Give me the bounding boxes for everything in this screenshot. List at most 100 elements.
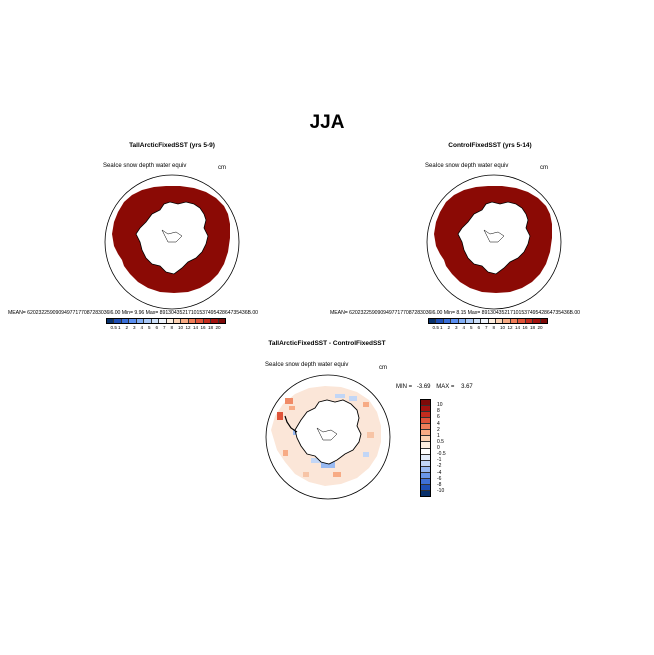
colorbar-swatch bbox=[421, 436, 430, 443]
colorbar-tick-label: 14 bbox=[193, 325, 199, 330]
colorbar-tick-label: -6 bbox=[437, 475, 442, 482]
colorbar-swatch bbox=[533, 319, 541, 323]
colorbar-swatch bbox=[443, 319, 452, 323]
colorbar-tick-label: 2 bbox=[437, 426, 440, 433]
left-antarctica-coastline bbox=[135, 201, 209, 275]
colorbar-tick-label: -1 bbox=[437, 457, 442, 464]
colorbar-tick-label: 16 bbox=[200, 325, 206, 330]
colorbar-tick-label: 20 bbox=[537, 325, 543, 330]
left-stats-line: MEAN= 62023225909094977177087283036l6.00… bbox=[8, 310, 259, 316]
colorbar-tick-label: 0 bbox=[437, 445, 440, 451]
colorbar-swatch bbox=[421, 454, 430, 461]
right-colorbar bbox=[428, 318, 548, 324]
colorbar-tick-label: 10 bbox=[500, 325, 506, 330]
diff-max-value: 3.67 bbox=[461, 384, 473, 390]
colorbar-swatch bbox=[421, 430, 430, 437]
colorbar-tick-label: 10 bbox=[437, 402, 443, 409]
colorbar-tick-label: 20 bbox=[215, 325, 221, 330]
colorbar-swatch bbox=[458, 319, 467, 323]
colorbar-swatch bbox=[421, 472, 430, 479]
colorbar-tick-label: 3 bbox=[455, 325, 458, 330]
colorbar-tick-label: 0.5 bbox=[432, 325, 439, 330]
colorbar-swatch bbox=[518, 319, 526, 323]
colorbar-swatch bbox=[421, 448, 430, 455]
diff-units-label: cm bbox=[379, 365, 387, 371]
left-panel-title: TallArcticFixedSST (yrs 5-9) bbox=[129, 142, 215, 149]
left-polar-map bbox=[104, 174, 240, 310]
colorbar-tick-label: 12 bbox=[507, 325, 513, 330]
colorbar-swatch bbox=[473, 319, 482, 323]
colorbar-swatch bbox=[503, 319, 511, 323]
colorbar-tick-label: -4 bbox=[437, 469, 442, 476]
colorbar-tick-label: 16 bbox=[522, 325, 528, 330]
left-colorbar bbox=[106, 318, 226, 324]
colorbar-swatch bbox=[421, 406, 430, 413]
colorbar-tick-label: 18 bbox=[208, 325, 214, 330]
colorbar-swatch bbox=[144, 319, 152, 323]
colorbar-tick-label: 18 bbox=[530, 325, 536, 330]
diff-colorbar bbox=[420, 399, 431, 497]
colorbar-tick-label: 8 bbox=[437, 408, 440, 415]
colorbar-tick-label: 2 bbox=[125, 325, 129, 330]
colorbar-swatch bbox=[421, 490, 430, 496]
colorbar-swatch bbox=[495, 319, 504, 323]
colorbar-swatch bbox=[421, 442, 430, 449]
colorbar-swatch bbox=[510, 319, 519, 323]
colorbar-tick-label: 10 bbox=[178, 325, 184, 330]
colorbar-tick-label: -10 bbox=[437, 487, 445, 494]
diff-polar-map bbox=[265, 374, 391, 500]
colorbar-tick-label: 4 bbox=[140, 325, 144, 330]
colorbar-swatch bbox=[114, 319, 122, 323]
colorbar-tick-label: -0.5 bbox=[437, 451, 446, 458]
colorbar-tick-label: 5 bbox=[470, 325, 473, 330]
colorbar-tick-label: 6 bbox=[477, 325, 481, 330]
colorbar-swatch bbox=[436, 319, 444, 323]
colorbar-swatch bbox=[421, 418, 430, 425]
colorbar-swatch bbox=[136, 319, 145, 323]
colorbar-swatch bbox=[203, 319, 212, 323]
right-units-label: cm bbox=[540, 165, 548, 171]
colorbar-swatch bbox=[466, 319, 474, 323]
right-polar-map bbox=[426, 174, 562, 310]
colorbar-swatch bbox=[218, 319, 225, 323]
diff-antarctica-coastline bbox=[294, 399, 362, 465]
colorbar-swatch bbox=[211, 319, 219, 323]
colorbar-swatch bbox=[525, 319, 534, 323]
colorbar-swatch bbox=[421, 484, 430, 491]
colorbar-swatch bbox=[421, 424, 430, 431]
right-stats-line: MEAN= 62023225909094977177087283036l6.00… bbox=[330, 310, 581, 316]
colorbar-swatch bbox=[429, 319, 437, 323]
colorbar-tick-label: 0.5 bbox=[437, 438, 444, 445]
left-units-label: cm bbox=[218, 165, 226, 171]
colorbar-swatch bbox=[421, 412, 430, 419]
colorbar-tick-label: -8 bbox=[437, 481, 442, 488]
colorbar-tick-label: 7 bbox=[485, 325, 488, 330]
colorbar-swatch bbox=[196, 319, 204, 323]
colorbar-tick-label: 4 bbox=[437, 420, 440, 427]
diff-min-max: MIN = -3.69 MAX = 3.67 bbox=[396, 384, 473, 390]
colorbar-swatch bbox=[121, 319, 130, 323]
colorbar-tick-label: 1 bbox=[440, 325, 443, 330]
colorbar-swatch bbox=[488, 319, 496, 323]
colorbar-swatch bbox=[421, 478, 430, 485]
diff-colorbar-ticks: 10 8 6 4 2 1 0.5 0 -0.5 -1 -2 -4 -6 -8 -10 bbox=[433, 399, 463, 497]
diff-anomaly-field bbox=[271, 386, 381, 486]
colorbar-swatch bbox=[421, 466, 430, 473]
colorbar-tick-label: 8 bbox=[170, 325, 174, 330]
diff-variable-label: SeaIce snow depth water equiv bbox=[265, 362, 349, 368]
colorbar-swatch bbox=[181, 319, 189, 323]
left-seaice-field bbox=[112, 186, 230, 293]
diff-panel-title: TallArcticFixedSST - ControlFixedSST bbox=[268, 340, 386, 347]
season-title: JJA bbox=[309, 112, 345, 133]
colorbar-tick-label: 14 bbox=[515, 325, 521, 330]
colorbar-swatch bbox=[166, 319, 174, 323]
colorbar-swatch bbox=[421, 460, 430, 467]
colorbar-tick-label: 1 bbox=[118, 325, 121, 330]
colorbar-tick-label: 12 bbox=[185, 325, 191, 330]
colorbar-tick-label: 4 bbox=[462, 325, 466, 330]
right-variable-label: SeaIce snow depth water equiv bbox=[425, 163, 509, 169]
colorbar-swatch bbox=[451, 319, 459, 323]
colorbar-swatch bbox=[151, 319, 160, 323]
colorbar-swatch bbox=[159, 319, 167, 323]
colorbar-tick-label: 7 bbox=[163, 325, 166, 330]
